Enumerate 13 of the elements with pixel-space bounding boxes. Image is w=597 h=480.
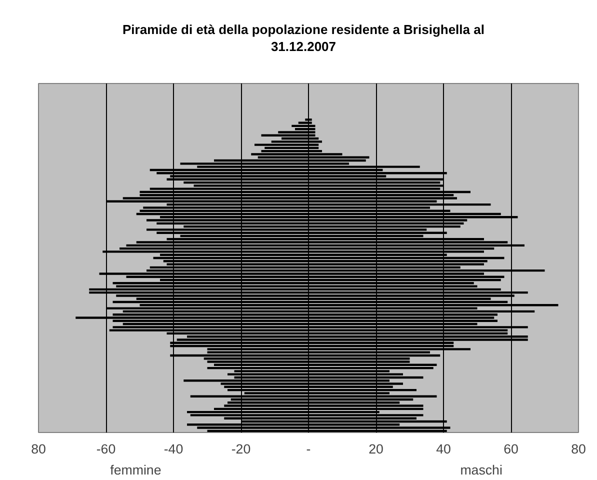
x-tick-label: 60 [504,442,518,456]
text: maschi [460,462,502,478]
chart-title: Piramide di età della popolazione residente a Brisighella al 31.12.2007 [122,21,484,55]
x-tick-label: - [306,442,311,456]
x-tick-label: 80 [571,442,586,456]
x-tick-label: 20 [368,442,384,456]
x-tick-label: 80 [31,442,46,456]
x-tick-label: -60 [96,442,116,456]
bar [308,118,312,121]
text: femmine [110,462,162,478]
x-tick-label: -40 [164,442,184,456]
x-tick-label: 40 [436,442,451,456]
x-tick-label: -20 [231,442,251,456]
